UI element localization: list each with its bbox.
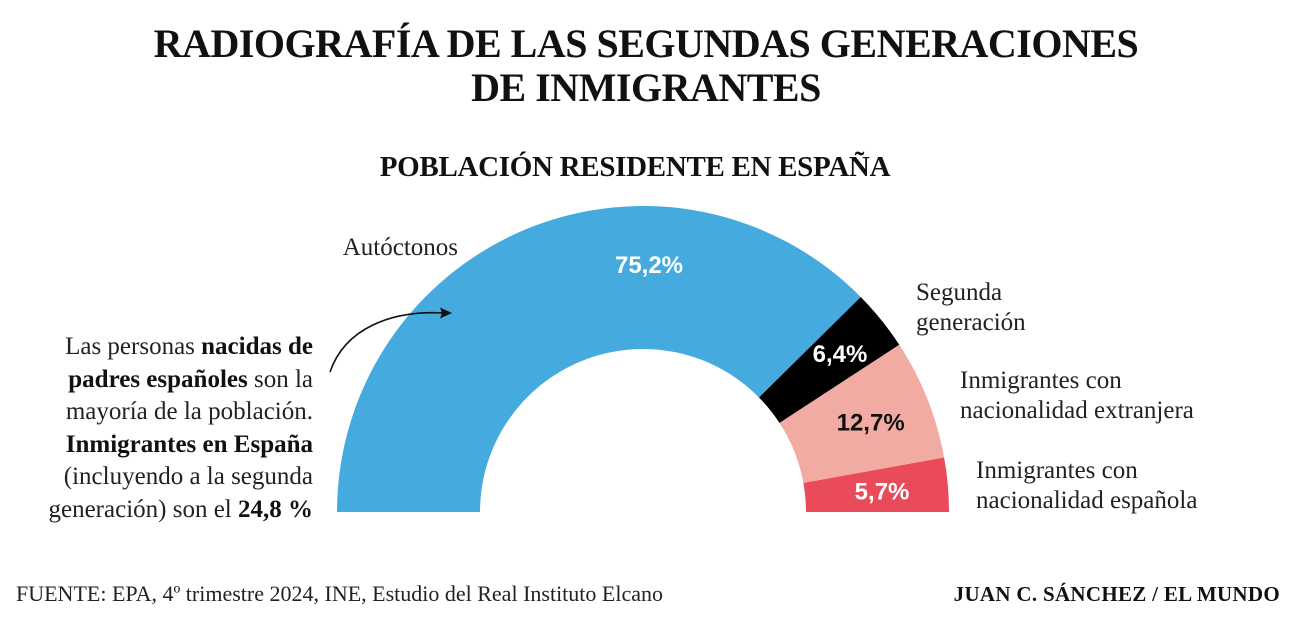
slice-autoctonos — [337, 205, 861, 512]
note-bold-3: 24,8 % — [238, 495, 313, 523]
chart-subtitle: POBLACIÓN RESIDENTE EN ESPAÑA — [379, 151, 891, 183]
title-line-1: RADIOGRAFÍA DE LAS SEGUNDAS GENERACIONES — [153, 21, 1139, 66]
note-text-3: (incluyendo a la segunda generación) son… — [48, 463, 313, 523]
chart-title: RADIOGRAFÍA DE LAS SEGUNDAS GENERACIONES… — [0, 22, 1292, 110]
slice-segunda-generacion — [758, 296, 900, 423]
value-label-1: 75,2% — [615, 252, 683, 279]
title-line-2: DE INMIGRANTES — [471, 65, 821, 110]
source-line: FUENTE: EPA, 4º trimestre 2024, INE, Est… — [16, 581, 663, 606]
category-label-1: Autóctonos — [343, 234, 458, 261]
annotation-arrow — [329, 311, 445, 373]
slice-inmigrantes-con-nacionalidad-espanola — [803, 457, 949, 512]
note-text-1: Las personas — [65, 333, 202, 360]
value-label-2: 6,4% — [813, 341, 868, 368]
note-bold-2: Inmigrantes en España — [65, 430, 313, 458]
note-text-2: son la mayoría de la población. — [65, 365, 313, 426]
arrow-head — [440, 307, 452, 319]
category-label-2: Segunda generación — [916, 279, 1026, 336]
note-bold-1: nacidas de padres españoles — [68, 333, 313, 393]
category-label-3: Inmigrantes con nacionalidad extranjera — [960, 367, 1194, 424]
category-label-4: Inmigrantes con nacionalidad española — [976, 457, 1197, 514]
annotation-text: Las personas nacidas de padres españoles… — [0, 331, 313, 526]
credit-line: JUAN C. SÁNCHEZ / EL MUNDO — [953, 582, 1280, 606]
value-label-4: 5,7% — [855, 479, 910, 506]
slice-inmigrantes-con-nacionalidad-extranjera — [779, 344, 945, 483]
value-label-3: 12,7% — [837, 409, 905, 436]
